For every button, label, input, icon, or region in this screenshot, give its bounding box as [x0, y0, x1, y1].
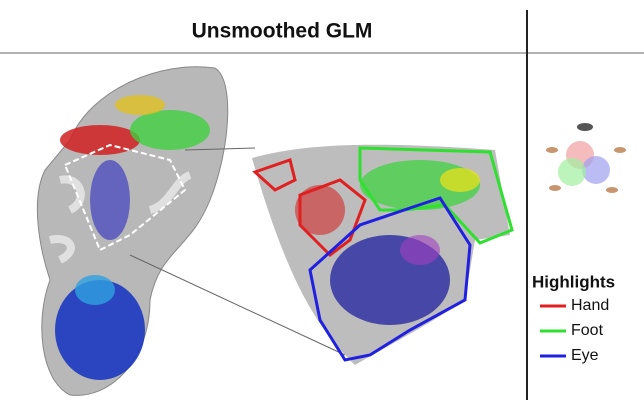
figure: Unsmoothed GLM Highlights H [0, 0, 644, 400]
legend-label: Eye [571, 347, 599, 364]
legend-title: Highlights [532, 272, 615, 291]
zoom-view [252, 145, 512, 365]
legend-label: Foot [571, 322, 604, 339]
title: Unsmoothed GLM [192, 20, 373, 43]
legend: Hand Foot Eye [540, 297, 609, 364]
brain [37, 67, 227, 396]
legend-label: Hand [571, 297, 609, 314]
venn-icon [546, 123, 626, 193]
